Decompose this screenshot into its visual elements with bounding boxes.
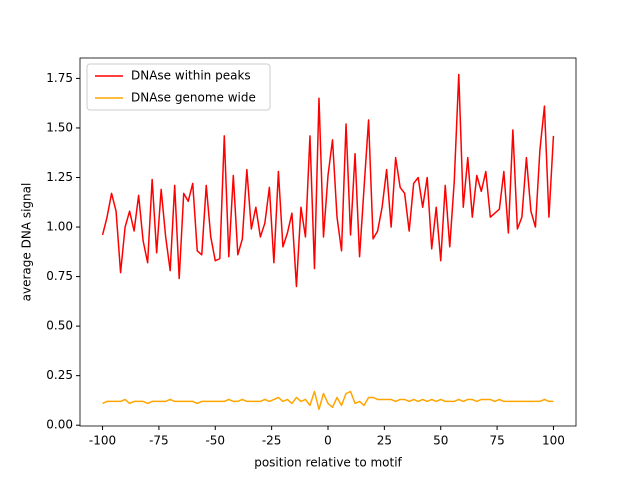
x-tick-label: -100 [89, 434, 116, 448]
line-series [102, 390, 554, 411]
x-tick-label: -50 [205, 434, 225, 448]
legend-label: DNAse genome wide [131, 91, 256, 105]
x-tick-label: -75 [149, 434, 169, 448]
y-tick-label: 0.00 [46, 418, 73, 432]
x-tick-label: 100 [542, 434, 565, 448]
y-tick-label: 1.00 [46, 220, 73, 234]
x-tick-label: 0 [324, 434, 332, 448]
x-tick-label: 75 [489, 434, 504, 448]
legend-box [86, 63, 271, 111]
y-tick-label: 0.75 [46, 269, 73, 283]
y-tick-label: 1.50 [46, 120, 73, 134]
legend-label: DNAse within peaks [131, 69, 251, 83]
x-tick-label: 25 [377, 434, 392, 448]
y-tick-label: 0.50 [46, 319, 73, 333]
x-tick-label: -25 [262, 434, 282, 448]
y-tick-label: 0.25 [46, 368, 73, 382]
x-axis-label: position relative to motif [254, 456, 402, 470]
y-axis-label: average DNA signal [20, 183, 34, 302]
y-tick-label: 1.75 [46, 71, 73, 85]
y-tick-label: 1.25 [46, 170, 73, 184]
x-tick-label: 50 [433, 434, 448, 448]
legend: DNAse within peaks DNAse genome wide [86, 63, 271, 111]
line-series [101, 73, 555, 288]
plot-frame [79, 57, 577, 427]
